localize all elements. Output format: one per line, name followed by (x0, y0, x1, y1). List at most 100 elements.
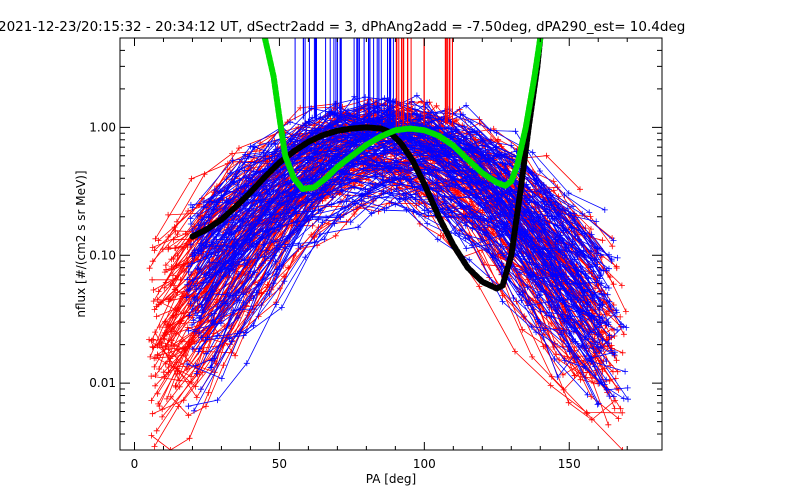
trace-marker (151, 306, 158, 313)
trace-marker (543, 152, 550, 159)
trace-marker (232, 352, 239, 359)
trace-marker (159, 413, 166, 420)
trace-marker (512, 128, 519, 135)
trace-marker (605, 421, 612, 428)
trace-marker (168, 342, 175, 349)
trace-marker (529, 297, 536, 304)
trace-marker (170, 256, 177, 262)
x-tick-label: 50 (272, 457, 287, 471)
trace-marker (512, 348, 518, 355)
trace-marker (167, 447, 174, 450)
trace-marker (437, 232, 444, 239)
trace-marker (520, 314, 527, 321)
trace-marker (476, 283, 483, 290)
trace-marker (571, 372, 578, 379)
trace-marker (285, 264, 292, 271)
trace-marker (193, 394, 200, 401)
trace-marker (586, 209, 593, 216)
trace-marker (485, 151, 492, 158)
trace-marker (176, 377, 182, 384)
trace-marker (236, 145, 242, 152)
trace-marker (170, 236, 177, 243)
trace-marker (601, 206, 608, 213)
trace-marker (577, 186, 583, 193)
trace-marker (188, 271, 195, 278)
trace-marker (173, 218, 180, 225)
trace-marker (150, 287, 157, 293)
trace-marker (186, 435, 193, 442)
trace-marker (550, 178, 557, 185)
trace-marker (174, 231, 181, 238)
trace-marker (161, 284, 168, 291)
trace-marker (587, 213, 594, 220)
trace-marker (165, 211, 172, 218)
trace-marker (170, 312, 177, 319)
trace-marker (499, 292, 506, 299)
trace-marker (149, 258, 156, 265)
trace-marker (309, 222, 316, 229)
y-axis-label: nflux [#/(cm2 s sr MeV)] (74, 170, 88, 317)
trace-marker (160, 369, 167, 376)
trace-marker (255, 246, 262, 253)
trace-marker (278, 304, 285, 311)
trace-marker (180, 397, 187, 404)
trace-marker (609, 243, 616, 250)
trace-marker (565, 399, 572, 406)
trace-marker (594, 401, 601, 408)
trace-marker (584, 410, 591, 417)
trace-marker (167, 282, 174, 288)
trace-marker (152, 329, 159, 336)
trace-marker (577, 376, 584, 383)
trace-marker (184, 324, 191, 331)
measurement-traces (146, 38, 631, 450)
trace-marker (188, 379, 195, 386)
trace-marker (605, 285, 612, 291)
trace-marker (169, 272, 176, 279)
trace-marker (192, 362, 199, 369)
trace-marker (622, 308, 629, 315)
trace-marker (250, 322, 257, 329)
trace-marker (619, 447, 626, 450)
trace-marker (426, 99, 433, 106)
trace-marker (153, 313, 160, 320)
trace-marker (613, 357, 620, 364)
trace-marker (602, 284, 609, 291)
trace-marker (159, 406, 166, 413)
trace-marker (614, 254, 621, 261)
trace-marker (202, 403, 209, 410)
trace-marker (599, 368, 606, 375)
trace-marker (174, 252, 181, 259)
trace-marker (147, 353, 154, 360)
trace-marker (454, 188, 461, 195)
trace-marker (540, 343, 547, 350)
trace-marker (173, 384, 179, 390)
trace-marker (148, 397, 155, 404)
trace-marker (151, 363, 158, 370)
trace-marker (149, 276, 156, 283)
trace-marker (181, 267, 187, 274)
trace-marker (185, 403, 192, 410)
trace-marker (433, 102, 440, 109)
trace-marker (168, 263, 175, 270)
trace-marker (154, 296, 161, 303)
trace-marker (171, 224, 178, 231)
trace-marker (548, 373, 555, 380)
trace-marker (624, 384, 631, 391)
trace-marker (603, 358, 610, 365)
trace-marker (332, 232, 339, 239)
trace-marker (170, 294, 177, 301)
trace-marker (150, 298, 157, 305)
trace-marker (205, 389, 212, 396)
trace-marker (148, 432, 155, 439)
trace-marker (172, 227, 179, 234)
trace-marker (595, 400, 602, 407)
trace-marker (168, 328, 175, 335)
trace-marker (351, 211, 358, 217)
trace-marker (611, 405, 618, 412)
trace-marker (625, 396, 631, 403)
trace-marker (618, 282, 625, 289)
trace-marker (613, 265, 620, 272)
chart-title: 2021-12-23/20:15:32 - 20:34:12 UT, dSect… (0, 19, 685, 35)
trace-marker (175, 345, 182, 352)
